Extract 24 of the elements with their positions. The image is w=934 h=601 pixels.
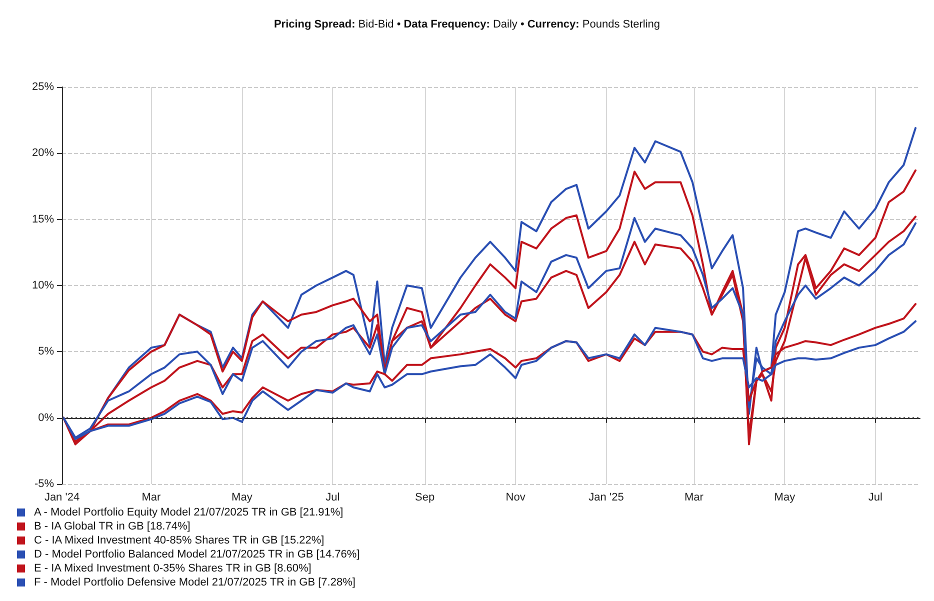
y-tick-label: 20%	[32, 147, 54, 160]
legend-label: D - Model Portfolio Balanced Model 21/07/2025 TR in GB [14.76%]	[34, 548, 360, 560]
x-tick-label: Nov	[506, 492, 526, 504]
legend-label: A - Model Portfolio Equity Model 21/07/2025 TR in GB [21.91%]	[34, 506, 344, 518]
x-tick-label: Mar	[142, 492, 162, 504]
x-tick-label: May	[232, 492, 253, 504]
legend-label: E - IA Mixed Investment 0-35% Shares TR in GB [8.60%]	[34, 562, 312, 574]
y-tick-label: 15%	[32, 213, 54, 226]
y-tick-label: 0%	[38, 412, 54, 424]
x-tick-label: Sep	[415, 492, 435, 504]
chart-title: Pricing Spread: Bid-Bid • Data Frequency: Daily • Currency: Pounds Sterling	[274, 18, 660, 30]
x-tick-label: Jul	[868, 492, 882, 504]
x-tick-label: Jan '24	[44, 492, 80, 504]
x-tick-label: Jan '25	[588, 492, 624, 504]
x-tick-label: May	[774, 492, 796, 504]
y-tick-label: 25%	[32, 81, 54, 93]
y-tick-label: -5%	[34, 478, 54, 490]
y-tick-label: 10%	[32, 280, 54, 292]
x-tick-label: Mar	[684, 492, 704, 504]
legend-label: C - IA Mixed Investment 40-85% Shares TR in GB [15.22%]	[34, 534, 324, 546]
legend-label: B - IA Global TR in GB [18.74%]	[34, 520, 190, 532]
y-tick-label: 5%	[38, 346, 54, 358]
x-tick-label: Jul	[326, 492, 340, 504]
legend-label: F - Model Portfolio Defensive Model 21/07/2025 TR in GB [7.28%]	[34, 576, 356, 588]
